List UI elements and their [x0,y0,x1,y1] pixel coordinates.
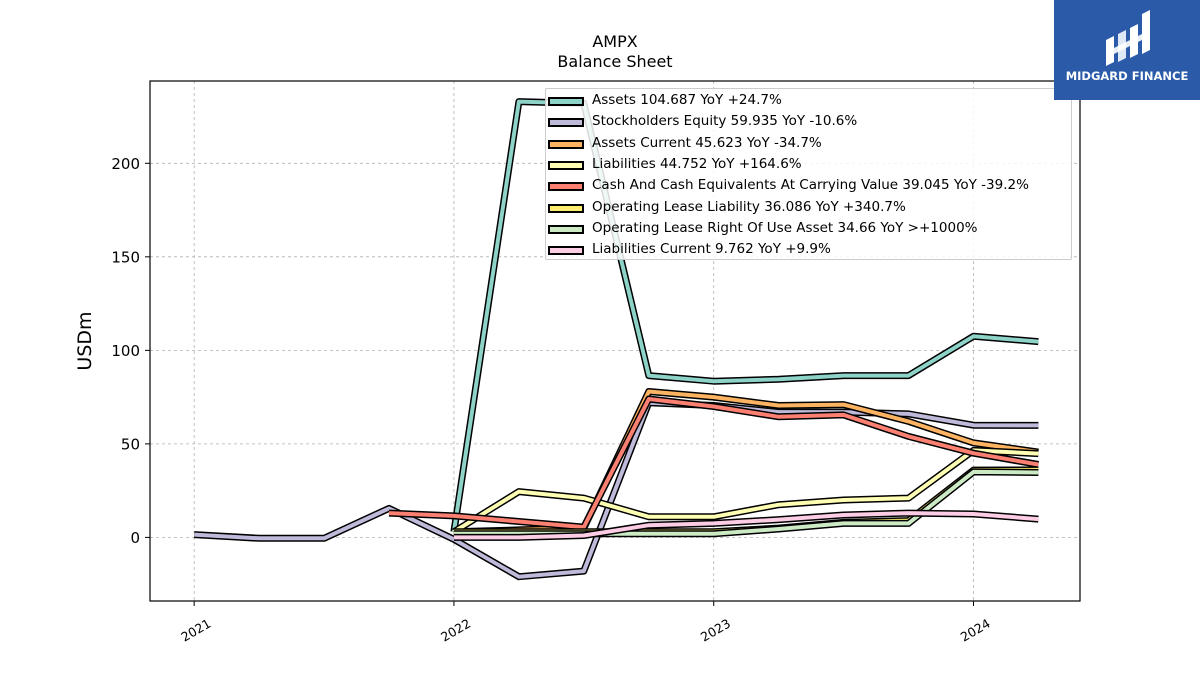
legend-label: Stockholders Equity 59.935 YoY -10.6% [592,113,858,130]
chart-subtitle: Balance Sheet [557,52,673,71]
y-axis-label: USDm [74,311,96,370]
series-line-2 [194,400,1039,579]
legend-swatch [548,118,584,128]
legend-swatch [548,203,584,213]
brand-name: MIDGARD FINANCE [1065,69,1189,83]
x-tick-label: 2023 [698,616,733,645]
series-lines [194,98,1040,581]
legend-swatch [548,160,584,170]
chart-title: AMPX [592,32,638,51]
y-tick-label: 150 [111,248,140,266]
y-tick-label: 200 [111,155,140,173]
legend-swatch [548,139,584,149]
x-tick-label: 2021 [178,616,213,645]
brand-logo: MIDGARD FINANCE [1054,0,1200,100]
y-axis-ticks: 0 50 100 150 200 [111,155,150,547]
legend-label: Operating Lease Liability 36.086 YoY +34… [592,198,906,215]
series-line-4 [452,448,1039,534]
brand-mark-icon [1106,10,1150,66]
legend-label: Operating Lease Right Of Use Asset 34.66… [592,219,978,236]
series-line-5 [388,397,1039,530]
legend-label: Cash And Cash Equivalents At Carrying Va… [592,177,1029,194]
legend-label: Assets 104.687 YoY +24.7% [592,92,782,108]
legend-swatch [548,97,584,106]
y-tick-label: 0 [130,529,140,547]
x-tick-label: 2022 [438,616,473,645]
y-tick-label: 100 [111,342,140,360]
legend-label: Assets Current 45.623 YoY -34.7% [592,134,822,151]
legend-label: Liabilities Current 9.762 YoY +9.9% [592,241,831,258]
legend-label: Liabilities 44.752 YoY +164.6% [592,155,802,172]
legend-swatch [548,182,584,192]
legend-swatch [548,224,584,234]
legend-swatch [548,246,584,256]
chart-legend: Assets 104.687 YoY +24.7% Stockholders Eq… [545,88,1072,260]
x-axis-ticks: 2021 2022 2023 2024 [178,601,993,645]
plot-frame [149,80,1081,602]
x-tick-label: 2024 [958,616,993,645]
series-line-8 [453,511,1039,540]
y-tick-label: 50 [121,435,140,453]
